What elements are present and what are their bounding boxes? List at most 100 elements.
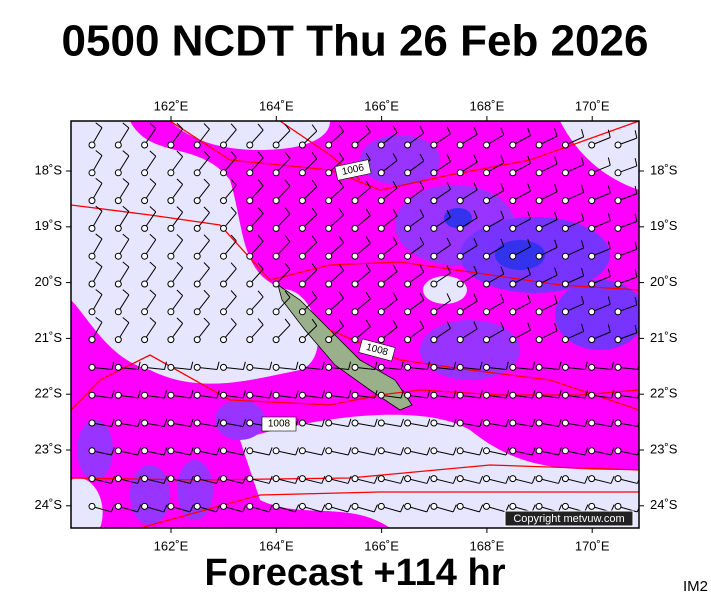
barb-flag: [664, 362, 666, 370]
station: [141, 336, 149, 344]
barb-flag: [611, 361, 615, 370]
station: [167, 336, 175, 344]
station: [141, 308, 149, 316]
barb-flag: [149, 317, 157, 324]
barb-staff: [644, 367, 664, 369]
station: [641, 142, 647, 148]
barb-flag: [176, 206, 184, 213]
station: [325, 169, 333, 177]
barb-flag: [634, 185, 638, 194]
station: [88, 475, 96, 483]
barb-flag: [311, 124, 318, 132]
barb-flag: [338, 124, 344, 132]
barb-flag: [203, 317, 210, 325]
station: [141, 169, 149, 177]
barb-flag: [111, 361, 115, 370]
station: [641, 253, 647, 259]
barb-flag: [446, 126, 451, 135]
station: [614, 141, 622, 149]
station: [272, 502, 280, 510]
station: [377, 336, 385, 344]
station: [509, 141, 517, 149]
isobars: [71, 121, 639, 528]
station: [614, 336, 622, 344]
station: [325, 363, 333, 371]
barb-flag: [149, 289, 157, 296]
barb-flag: [230, 262, 237, 270]
station: [167, 502, 175, 510]
barb-flag: [400, 390, 404, 399]
barb-flag: [137, 361, 141, 370]
station: [456, 141, 464, 149]
barb-flag: [347, 447, 352, 456]
barb-flag: [446, 293, 451, 301]
barb-flag: [664, 419, 666, 427]
barb-flag: [452, 504, 457, 513]
station: [483, 169, 490, 177]
barb-flag: [111, 390, 115, 399]
barb-flag: [284, 207, 291, 215]
peak-field: [444, 208, 472, 228]
isobar-label-text: 1006: [341, 162, 365, 177]
barb-flag: [581, 129, 585, 138]
barb-flag: [230, 123, 237, 131]
station: [325, 252, 333, 260]
station: [456, 447, 464, 455]
station: [351, 502, 359, 510]
station: [141, 475, 149, 483]
barb-flag: [505, 475, 510, 484]
barb-flag: [137, 418, 141, 427]
barb-flag: [558, 390, 562, 399]
low-field: [71, 478, 103, 528]
station: [588, 224, 596, 232]
station: [588, 141, 596, 149]
station: [167, 169, 175, 177]
barb-flag: [365, 319, 371, 328]
station: [114, 336, 122, 344]
barb-flag: [634, 297, 638, 306]
station: [456, 280, 464, 288]
barb-flag: [634, 269, 638, 278]
barb-flag: [257, 123, 264, 131]
barb-flag: [634, 130, 638, 139]
station: [614, 363, 622, 371]
station: [220, 197, 227, 205]
barb-flag: [365, 125, 371, 133]
barb-flag: [392, 181, 398, 189]
barb-flag: [190, 418, 194, 427]
barb-flag: [446, 154, 451, 162]
lat-label: 18˚S: [650, 162, 678, 177]
barb-flag: [163, 390, 168, 399]
barb-flag: [611, 390, 615, 399]
station: [456, 224, 464, 232]
copyright-box: [504, 510, 634, 527]
barb-flag: [321, 447, 326, 456]
station: [88, 419, 96, 427]
barb-flag: [338, 152, 344, 160]
station: [246, 197, 254, 205]
barb-flag: [584, 418, 589, 427]
lon-label: 168˚E: [470, 98, 505, 113]
station: [298, 224, 306, 232]
barb-flag: [284, 262, 291, 270]
station: [561, 391, 569, 399]
barb-flag: [137, 504, 142, 513]
station: [272, 363, 280, 371]
barb-flag: [400, 418, 404, 427]
station: [298, 197, 306, 205]
barb-flag: [215, 504, 221, 513]
barb-flag: [176, 178, 184, 185]
barb-flag: [242, 475, 247, 484]
station: [193, 280, 201, 288]
station: [88, 502, 96, 510]
station: [351, 363, 359, 371]
barb-flag: [257, 179, 264, 187]
station: [114, 280, 122, 288]
barb-flag: [269, 361, 273, 370]
barb-flag: [122, 178, 130, 185]
barb-flag: [453, 390, 457, 399]
station: [114, 391, 122, 399]
barb-flag: [610, 447, 615, 456]
station: [641, 281, 647, 287]
